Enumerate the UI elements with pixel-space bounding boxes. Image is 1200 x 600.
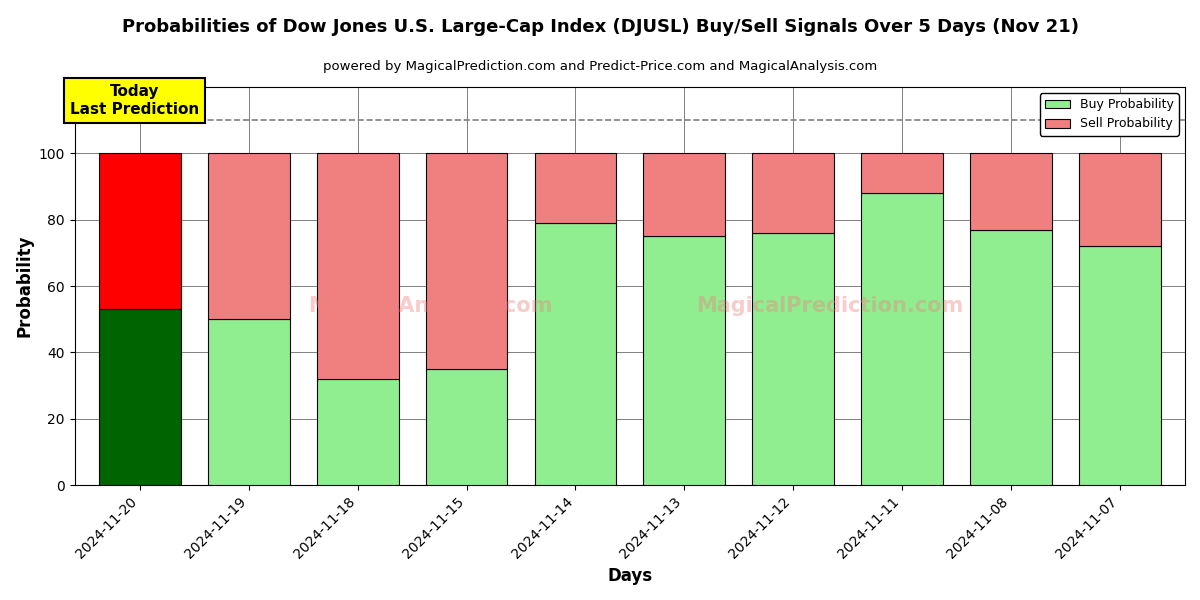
Y-axis label: Probability: Probability — [16, 235, 34, 337]
Bar — [317, 154, 398, 379]
Bar — [100, 309, 181, 485]
Bar — [426, 154, 508, 369]
Bar — [208, 319, 289, 485]
Text: MagicalAnalysis.com: MagicalAnalysis.com — [307, 296, 552, 316]
Text: powered by MagicalPrediction.com and Predict-Price.com and MagicalAnalysis.com: powered by MagicalPrediction.com and Pre… — [323, 60, 877, 73]
Bar — [752, 233, 834, 485]
Bar — [534, 223, 617, 485]
Bar — [862, 154, 943, 193]
Bar — [970, 154, 1051, 230]
Bar — [643, 154, 725, 236]
Text: MagicalPrediction.com: MagicalPrediction.com — [696, 296, 964, 316]
Bar — [426, 369, 508, 485]
Text: Probabilities of Dow Jones U.S. Large-Cap Index (DJUSL) Buy/Sell Signals Over 5 : Probabilities of Dow Jones U.S. Large-Ca… — [121, 18, 1079, 36]
Bar — [643, 236, 725, 485]
Bar — [1079, 246, 1160, 485]
Bar — [534, 154, 617, 223]
X-axis label: Days: Days — [607, 567, 653, 585]
Bar — [208, 154, 289, 319]
Bar — [317, 379, 398, 485]
Bar — [1079, 154, 1160, 246]
Bar — [100, 154, 181, 309]
Bar — [862, 193, 943, 485]
Bar — [752, 154, 834, 233]
Legend: Buy Probability, Sell Probability: Buy Probability, Sell Probability — [1040, 93, 1178, 136]
Text: Today
Last Prediction: Today Last Prediction — [70, 85, 199, 117]
Bar — [970, 230, 1051, 485]
